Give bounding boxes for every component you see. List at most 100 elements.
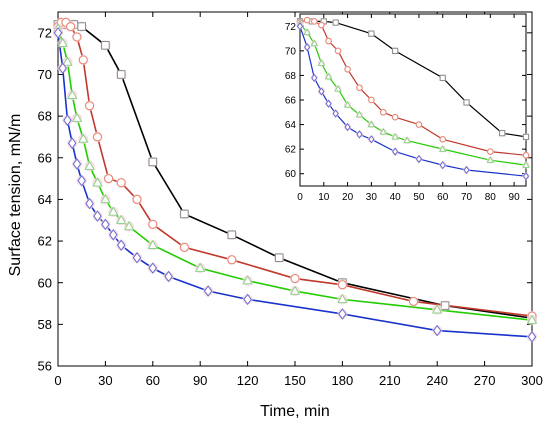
- data-point-red-circle: [104, 174, 114, 184]
- inset-x-tick-label: 20: [342, 192, 354, 203]
- inset-data-point-green-triangle: [486, 156, 495, 163]
- inset-data-point-blue-diamond: [318, 87, 325, 96]
- inset-x-tick-label: 30: [366, 192, 378, 203]
- data-point-blue-diamond: [116, 239, 126, 252]
- data-point-green-triangle: [289, 285, 301, 295]
- inset-x-tick-label: 0: [297, 192, 303, 203]
- data-point-blue-diamond: [101, 218, 110, 231]
- inset-data-point-green-triangle: [343, 100, 352, 108]
- data-point-red-circle: [132, 194, 142, 204]
- inset-data-point-green-triangle: [391, 132, 400, 140]
- data-point-red-circle: [290, 274, 300, 284]
- data-point-green-triangle: [337, 293, 348, 304]
- y-tick-label: 66: [38, 150, 52, 165]
- inset-data-point-red-circle: [522, 152, 530, 159]
- y-tick-label: 72: [38, 25, 52, 40]
- inset-data-point-black-square: [368, 30, 375, 37]
- data-point-blue-diamond: [527, 331, 537, 343]
- data-point-black-square: [440, 301, 450, 310]
- data-point-blue-diamond: [109, 229, 118, 241]
- data-point-green-triangle: [84, 160, 95, 170]
- data-point-red-circle: [409, 296, 418, 306]
- inset-data-point-black-square: [522, 133, 530, 140]
- x-tick-label: 0: [54, 373, 61, 388]
- inset-data-point-blue-diamond: [344, 122, 351, 132]
- data-point-green-triangle: [147, 239, 159, 249]
- data-point-red-circle: [227, 255, 237, 265]
- inset-y-tick-label: 70: [285, 46, 297, 57]
- inset-data-point-green-triangle: [334, 84, 342, 92]
- data-point-black-square: [180, 209, 189, 219]
- inset-data-point-blue-diamond: [439, 160, 446, 170]
- inset-y-tick-label: 60: [285, 169, 297, 180]
- inset-y-tick-label: 62: [285, 145, 297, 156]
- inset-data-point-blue-diamond: [522, 171, 530, 181]
- data-point-black-square: [148, 157, 158, 167]
- data-point-red-circle: [337, 280, 347, 290]
- data-point-red-circle: [85, 101, 95, 111]
- data-point-blue-diamond: [85, 197, 94, 210]
- inset-x-tick-label: 70: [461, 192, 473, 203]
- x-tick-label: 270: [474, 373, 496, 388]
- data-point-blue-diamond: [67, 137, 77, 149]
- x-tick-label: 210: [379, 373, 401, 388]
- x-tick-label: 60: [146, 373, 160, 388]
- inset-y-tick-label: 68: [285, 71, 297, 82]
- x-tick-label: 180: [332, 373, 354, 388]
- inset-data-point-blue-diamond: [332, 109, 339, 118]
- inset-data-point-black-square: [392, 47, 399, 54]
- inset-x-tick-label: 90: [509, 192, 521, 203]
- data-point-green-triangle: [92, 177, 103, 187]
- data-point-red-circle: [179, 242, 189, 252]
- data-point-green-triangle: [115, 214, 127, 224]
- inset-data-point-black-square: [332, 19, 339, 26]
- inset-data-point-red-circle: [356, 84, 363, 91]
- inset-data-point-green-triangle: [367, 120, 376, 128]
- inset-data-point-black-square: [463, 99, 470, 106]
- inset-data-point-green-triangle: [317, 59, 326, 66]
- inset-data-point-green-triangle: [324, 72, 333, 80]
- data-point-blue-diamond: [77, 174, 86, 187]
- data-point-black-square: [101, 41, 110, 50]
- x-tick-label: 90: [193, 373, 207, 388]
- data-point-blue-diamond: [203, 285, 213, 297]
- data-point-green-triangle: [100, 193, 111, 204]
- y-axis-title: Surface tension, mN/m: [7, 114, 24, 277]
- inset-x-tick-label: 40: [390, 192, 402, 203]
- inset-data-point-red-circle: [487, 148, 494, 155]
- inset-chart: 0 10 20 30 40 50 60 70 80 90 60 62 64 66 68 70 72: [285, 13, 530, 203]
- data-point-black-square: [116, 70, 126, 79]
- y-tick-label: 68: [38, 109, 52, 124]
- inset-data-point-red-circle: [380, 109, 387, 116]
- data-point-black-square: [227, 230, 237, 240]
- data-point-green-triangle: [71, 112, 83, 122]
- inset-data-point-red-circle: [311, 18, 318, 25]
- data-point-black-square: [274, 253, 284, 263]
- inset-data-point-red-circle: [344, 66, 351, 73]
- y-tick-label: 62: [38, 234, 52, 249]
- data-point-blue-diamond: [132, 251, 142, 264]
- inset-data-point-blue-diamond: [311, 73, 318, 83]
- inset-data-point-green-triangle: [403, 136, 411, 144]
- data-point-green-triangle: [242, 275, 253, 285]
- data-point-green-triangle: [57, 37, 68, 47]
- inset-data-point-blue-diamond: [296, 22, 304, 31]
- data-point-red-circle: [116, 178, 126, 188]
- inset-x-tick-label: 80: [485, 192, 497, 203]
- inset-x-tick-label: 10: [318, 192, 330, 203]
- inset-data-point-green-triangle: [522, 160, 530, 168]
- data-point-green-triangle: [431, 304, 443, 314]
- data-point-black-square: [77, 22, 87, 31]
- inset-data-point-red-circle: [303, 16, 311, 24]
- inset-data-point-blue-diamond: [463, 165, 470, 175]
- x-tick-label: 30: [98, 373, 112, 388]
- data-point-blue-diamond: [148, 262, 158, 274]
- data-point-red-circle: [66, 22, 76, 32]
- inset-x-tick-label: 60: [437, 192, 449, 203]
- data-point-green-triangle: [108, 206, 119, 216]
- inset-data-point-red-circle: [439, 136, 446, 143]
- data-point-green-triangle: [78, 133, 89, 143]
- inset-data-point-green-triangle: [303, 28, 311, 36]
- inset-data-point-red-circle: [415, 121, 423, 128]
- inset-data-point-green-triangle: [355, 110, 364, 118]
